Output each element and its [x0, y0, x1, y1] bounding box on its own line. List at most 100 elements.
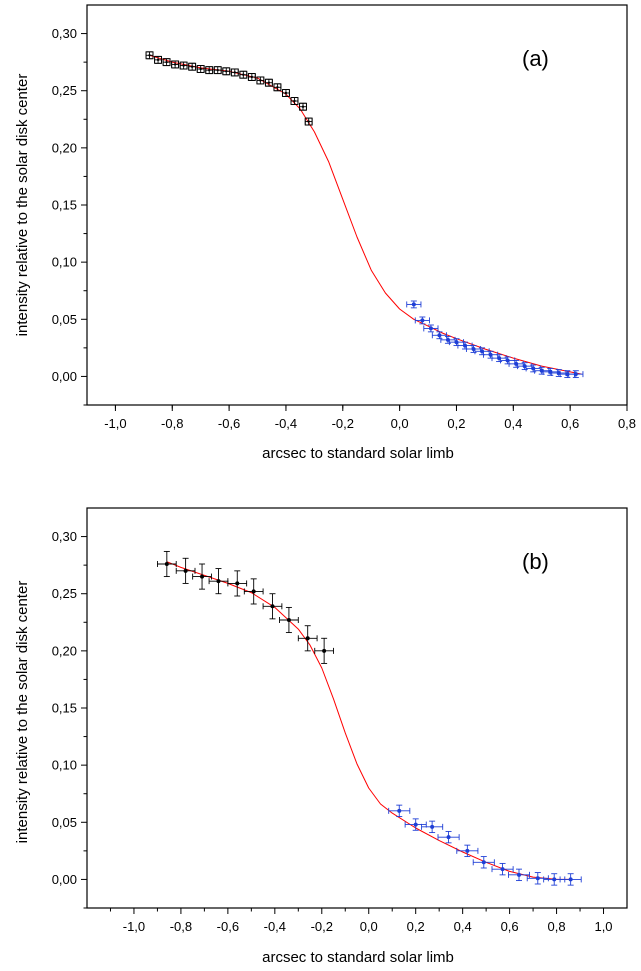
panel-b-data-point	[156, 550, 177, 578]
panel-b-y-tick-label: 0,20	[52, 643, 77, 658]
square-marker	[264, 78, 273, 87]
panel-a-y-axis-label: intensity relative to the solar disk cen…	[14, 74, 31, 337]
panel-b-data-point	[437, 830, 460, 844]
panel-a-x-tick-label: -0,8	[161, 416, 183, 431]
panel-a-data-point	[239, 70, 248, 79]
panel-a-y-tick-label: 0,30	[52, 26, 77, 41]
dot-marker	[286, 618, 291, 622]
square-marker	[171, 60, 180, 69]
panel-a-x-tick-label: 0,8	[618, 416, 636, 431]
panel-b-data-point	[192, 563, 212, 590]
center-dot	[242, 73, 245, 76]
panel-a-data-point	[205, 66, 214, 75]
panel-b-fit-curve	[166, 561, 571, 880]
panel-b-data-point	[297, 625, 318, 652]
panel-b-label: (b)	[522, 549, 549, 574]
panel-a-y-tick-label: 0,05	[52, 312, 77, 327]
square-marker	[256, 76, 265, 85]
center-dot	[276, 86, 279, 89]
panel-a-label: (a)	[522, 46, 549, 71]
dot-marker	[164, 562, 169, 566]
panel-b-data-point	[262, 593, 283, 620]
panel-a-data-point	[264, 78, 273, 87]
dot-marker	[200, 574, 205, 579]
square-marker	[273, 83, 282, 92]
dot-marker	[500, 867, 505, 872]
panel-a-x-tick-label: -0,4	[275, 416, 297, 431]
dot-marker	[216, 579, 221, 584]
square-marker	[281, 89, 290, 97]
panel-a-data-point	[273, 83, 282, 92]
square-marker	[162, 58, 171, 67]
panel-a-data-point	[281, 89, 290, 97]
center-dot	[233, 71, 236, 74]
center-dot	[225, 70, 228, 73]
panel-a-y-tick-label: 0,15	[52, 198, 77, 213]
panel-a-data-point	[247, 73, 256, 81]
panel-a-data-point	[154, 55, 163, 64]
panel-a-y-tick-label: 0,10	[52, 255, 77, 270]
center-dot	[284, 91, 288, 95]
panel-b-x-tick-label: -0,2	[311, 919, 333, 934]
square-marker	[196, 65, 205, 73]
center-dot	[216, 68, 219, 72]
dot-marker	[235, 581, 240, 586]
center-dot	[208, 68, 211, 72]
panel-a-data-point	[542, 367, 558, 376]
panel-b-y-tick-label: 0,10	[52, 758, 77, 773]
panel-a-data-point	[431, 331, 447, 340]
center-dot	[267, 81, 271, 84]
panel-a-data-point	[423, 324, 439, 333]
panel-a: (a) arcsec to standard solar limb intens…	[14, 4, 636, 462]
panel-b-data-point	[472, 856, 495, 869]
panel-a-x-tick-label: 0,2	[447, 416, 465, 431]
square-marker	[154, 55, 163, 64]
panel-b-x-tick-label: -1,0	[123, 919, 145, 934]
panel-a-data-point	[179, 61, 188, 70]
panel-a-x-tick-label: -0,6	[218, 416, 240, 431]
panel-b-x-tick-label: -0,4	[264, 919, 286, 934]
panel-a-fit-curve	[149, 54, 582, 375]
panel-a-data-point	[213, 66, 222, 75]
panel-b-data-point	[456, 844, 479, 858]
dot-marker	[517, 872, 521, 877]
panel-b-data-point	[559, 873, 582, 886]
panel-a-x-tick-label: 0,0	[391, 416, 409, 431]
square-marker	[247, 73, 256, 81]
dot-marker	[305, 636, 310, 641]
square-marker	[145, 51, 154, 60]
square-marker	[290, 97, 299, 105]
dot-marker	[535, 876, 540, 881]
panel-b-x-tick-label: -0,6	[217, 919, 239, 934]
panel-b-data-point	[388, 804, 411, 818]
panel-a-data-point	[414, 316, 430, 325]
panel-b-data-point	[491, 862, 514, 876]
panel-a-data-point	[304, 117, 313, 126]
panel-b-x-tick-label: 0,8	[548, 919, 566, 934]
panel-a-y-tick-label: 0,25	[52, 83, 77, 98]
dot-marker	[437, 333, 442, 338]
panel-a-data-point	[508, 359, 524, 368]
dot-marker	[552, 877, 557, 882]
center-dot	[301, 105, 305, 108]
panel-a-data-point	[145, 51, 154, 60]
panel-a-x-tick-label: -1,0	[104, 416, 126, 431]
panel-a-data-point	[290, 97, 299, 105]
panel-b: (b) arcsec to standard solar limb intens…	[14, 507, 628, 966]
panel-a-data-point	[299, 102, 307, 111]
panel-a-data-point	[517, 362, 533, 371]
panel-b-data-point	[526, 872, 549, 885]
panel-a-x-tick-label: 0,6	[561, 416, 579, 431]
panel-b-y-tick-label: 0,15	[52, 701, 77, 716]
center-dot	[293, 99, 296, 103]
center-dot	[250, 75, 254, 79]
panel-a-x-tick-label: 0,4	[504, 416, 522, 431]
dot-marker	[428, 326, 433, 331]
dot-marker	[251, 589, 256, 594]
panel-a-data-point	[230, 68, 239, 77]
panel-b-x-tick-label: 0,0	[360, 919, 378, 934]
center-dot	[307, 120, 310, 123]
panel-a-data-point	[171, 60, 180, 69]
panel-b-data-point	[175, 557, 196, 584]
